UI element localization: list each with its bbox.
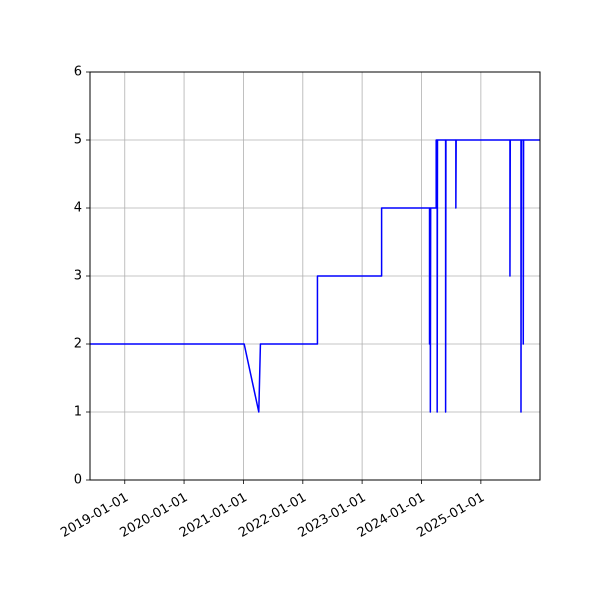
y-tick-label: 4 xyxy=(74,201,82,216)
y-axis: 0 1 2 3 4 5 6 xyxy=(74,65,90,488)
series-line-1 xyxy=(90,139,540,413)
y-tick-label: 3 xyxy=(74,269,82,284)
y-tick-label: 5 xyxy=(74,133,82,148)
y-tick-label: 6 xyxy=(74,65,82,80)
y-tick-label: 1 xyxy=(74,405,82,420)
y-tick-label: 2 xyxy=(74,337,82,352)
series-layer xyxy=(90,139,540,413)
y-tick-label: 0 xyxy=(74,473,82,488)
